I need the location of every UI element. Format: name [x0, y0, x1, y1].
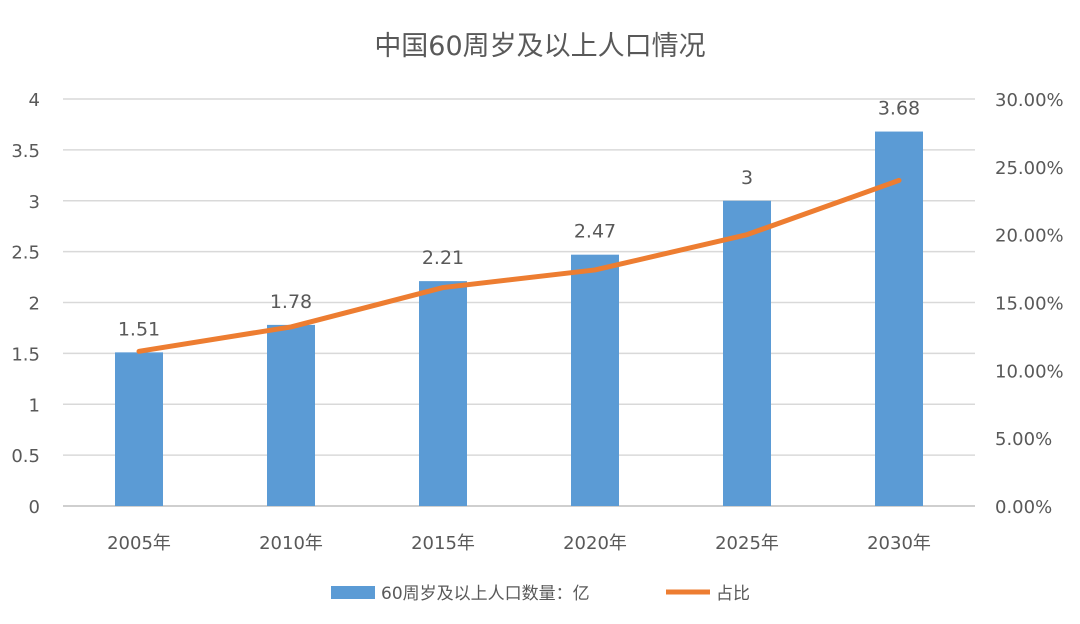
y-left-tick-label: 2.5 [11, 243, 40, 264]
legend-label-bar: 60周岁及以上人口数量：亿 [381, 584, 590, 604]
y-right-tick-label: 25.00% [995, 158, 1064, 179]
x-tick-label: 2015年 [411, 533, 475, 554]
y-left-tick-label: 3 [29, 192, 40, 213]
data-label: 2.47 [574, 221, 616, 243]
bar [875, 131, 923, 506]
y-right-tick-label: 5.00% [995, 429, 1052, 450]
y-right-tick-label: 15.00% [995, 294, 1064, 315]
bar [571, 254, 619, 506]
y-left-tick-label: 3.5 [11, 141, 40, 162]
y-left-tick-label: 0 [29, 497, 40, 518]
chart-title: 中国60周岁及以上人口情况 [374, 31, 705, 62]
data-label: 3.68 [878, 98, 920, 120]
x-tick-label: 2020年 [563, 533, 627, 554]
bar [419, 281, 467, 506]
y-right-tick-label: 20.00% [995, 226, 1064, 247]
y-left-tick-label: 2 [29, 294, 40, 315]
x-tick-label: 2030年 [867, 533, 931, 554]
x-tick-label: 2005年 [107, 533, 171, 554]
y-right-tick-label: 10.00% [995, 361, 1064, 382]
y-left-tick-label: 0.5 [11, 446, 40, 467]
data-label: 1.78 [270, 291, 312, 313]
y-left-tick-label: 1.5 [11, 344, 40, 365]
legend-swatch-bar [331, 586, 375, 599]
x-tick-label: 2010年 [259, 533, 323, 554]
bar [723, 200, 771, 506]
legend-label-line: 占比 [716, 584, 750, 604]
x-tick-label: 2025年 [715, 533, 779, 554]
legend: 60周岁及以上人口数量：亿 占比 [331, 584, 750, 604]
y-left-tick-label: 4 [29, 90, 40, 111]
data-label: 3 [741, 167, 753, 189]
bar [115, 352, 163, 506]
y-right-tick-label: 0.00% [995, 497, 1052, 518]
bar [267, 324, 315, 506]
y-left-tick-label: 1 [29, 395, 40, 416]
line-series [136, 177, 902, 354]
y-right-tick-label: 30.00% [995, 90, 1064, 111]
data-label: 2.21 [422, 247, 464, 269]
data-label: 1.51 [118, 318, 160, 340]
